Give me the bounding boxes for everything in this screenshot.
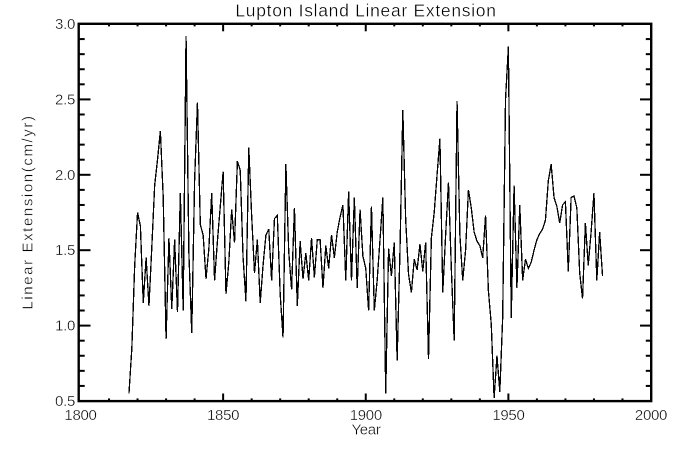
svg-text:2.0: 2.0	[55, 167, 75, 184]
svg-text:0.5: 0.5	[55, 393, 75, 410]
svg-text:1800: 1800	[64, 407, 96, 424]
svg-text:2000: 2000	[635, 407, 667, 424]
svg-text:1900: 1900	[350, 407, 382, 424]
svg-text:1.0: 1.0	[55, 318, 75, 335]
svg-text:1850: 1850	[207, 407, 239, 424]
svg-text:1950: 1950	[492, 407, 524, 424]
svg-text:Lupton Island Linear Extension: Lupton Island Linear Extension	[235, 1, 496, 21]
svg-text:1.5: 1.5	[55, 242, 75, 259]
svg-text:2.5: 2.5	[55, 91, 75, 108]
svg-text:3.0: 3.0	[55, 16, 75, 33]
svg-text:Year: Year	[351, 422, 380, 439]
svg-text:Linear Extension(cm/yr): Linear Extension(cm/yr)	[20, 114, 37, 309]
